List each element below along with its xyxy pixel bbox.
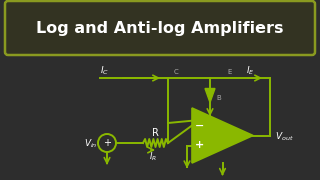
Text: E: E xyxy=(228,69,232,75)
FancyBboxPatch shape xyxy=(5,1,315,55)
Text: $\mathit{V}_{out}$: $\mathit{V}_{out}$ xyxy=(275,130,294,143)
Text: +: + xyxy=(103,138,111,148)
Text: B: B xyxy=(216,94,221,100)
Polygon shape xyxy=(192,108,253,163)
Text: R: R xyxy=(152,128,159,138)
Text: C: C xyxy=(174,69,178,75)
Text: $\mathit{V}_{in}$: $\mathit{V}_{in}$ xyxy=(84,138,98,150)
Text: +: + xyxy=(196,141,204,150)
Polygon shape xyxy=(205,89,215,102)
Text: −: − xyxy=(195,120,205,130)
Text: $\mathit{I}_E$: $\mathit{I}_E$ xyxy=(246,65,254,77)
Text: Log and Anti-log Amplifiers: Log and Anti-log Amplifiers xyxy=(36,21,284,37)
Text: $\mathit{I}_R$: $\mathit{I}_R$ xyxy=(149,151,157,163)
Text: $\mathit{I}_C$: $\mathit{I}_C$ xyxy=(100,65,109,77)
